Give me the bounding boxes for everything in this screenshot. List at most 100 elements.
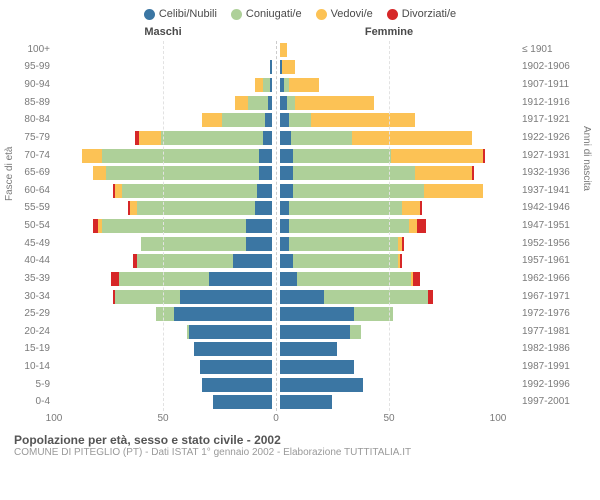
pyramid-row [54, 200, 518, 218]
segment-celibi [213, 395, 272, 409]
segment-coniugati [293, 184, 424, 198]
segment-coniugati [137, 254, 233, 268]
x-tick: 0 [273, 413, 279, 424]
segment-vedovi [280, 43, 287, 57]
segment-celibi [200, 360, 272, 374]
segment-celibi [280, 149, 293, 163]
segment-celibi [280, 254, 293, 268]
segment-coniugati [354, 307, 393, 321]
segment-vedovi [289, 78, 320, 92]
segment-vedovi [235, 96, 248, 110]
segment-vedovi [202, 113, 222, 127]
segment-celibi [257, 184, 272, 198]
segment-vedovi [311, 113, 416, 127]
legend-label: Divorziati/e [402, 8, 456, 20]
birth-year-label: 1977-1981 [522, 323, 570, 341]
segment-coniugati [297, 272, 410, 286]
segment-celibi [280, 166, 293, 180]
birth-year-label: 1907-1911 [522, 76, 569, 94]
segment-coniugati [248, 96, 268, 110]
pyramid-row [54, 305, 518, 323]
birth-year-label: 1932-1936 [522, 164, 570, 182]
pyramid-row [54, 288, 518, 306]
x-tick: 100 [490, 413, 507, 424]
legend-label: Celibi/Nubili [159, 8, 217, 20]
gridline [389, 41, 390, 411]
segment-celibi [280, 290, 324, 304]
segment-celibi [280, 219, 289, 233]
segment-coniugati [102, 149, 259, 163]
pyramid-row [54, 164, 518, 182]
segment-celibi [280, 237, 289, 251]
pyramid-row [54, 341, 518, 359]
birth-year-label: 1937-1941 [522, 182, 570, 200]
center-axis-line [276, 41, 277, 411]
segment-celibi [209, 272, 272, 286]
caption-subtitle: COMUNE DI PITEGLIO (PT) - Dati ISTAT 1° … [14, 447, 590, 458]
segment-vedovi [424, 184, 483, 198]
age-label: 70-74 [24, 147, 50, 165]
pyramid-row [54, 235, 518, 253]
birth-year-label: 1997-2001 [522, 394, 570, 412]
segment-coniugati [102, 219, 246, 233]
legend-item: Celibi/Nubili [144, 8, 217, 20]
segment-vedovi [352, 131, 472, 145]
header-male: Maschi [54, 26, 272, 38]
birth-year-label: ≤ 1901 [522, 41, 553, 59]
segment-celibi [259, 149, 272, 163]
age-label: 60-64 [24, 182, 50, 200]
segment-celibi [280, 360, 354, 374]
age-label: 15-19 [24, 341, 50, 359]
age-label: 20-24 [24, 323, 50, 341]
y-axis-left-title: Fasce di età [4, 147, 15, 201]
segment-coniugati [324, 290, 429, 304]
pyramid-row [54, 358, 518, 376]
age-label: 55-59 [24, 200, 50, 218]
segment-celibi [233, 254, 272, 268]
gridline [163, 41, 164, 411]
segment-coniugati [141, 237, 246, 251]
segment-coniugati [291, 131, 352, 145]
birth-year-label: 1927-1931 [522, 147, 570, 165]
segment-coniugati [293, 149, 391, 163]
segment-coniugati [222, 113, 266, 127]
legend-swatch [144, 9, 155, 20]
birth-year-label: 1982-1986 [522, 341, 570, 359]
age-label: 50-54 [24, 217, 50, 235]
pyramid-row [54, 182, 518, 200]
pyramid-row [54, 394, 518, 412]
segment-celibi [280, 307, 354, 321]
segment-celibi [270, 78, 272, 92]
segment-celibi [280, 113, 289, 127]
segment-vedovi [282, 60, 295, 74]
x-tick: 100 [46, 413, 63, 424]
header-female: Femmine [280, 26, 498, 38]
y-axis-left-labels: 100+95-9990-9485-8980-8475-7970-7465-696… [10, 41, 54, 411]
birth-year-label: 1942-1946 [522, 200, 570, 218]
birth-year-label: 1917-1921 [522, 112, 570, 130]
caption: Popolazione per età, sesso e stato civil… [10, 433, 590, 458]
birth-year-label: 1987-1991 [522, 358, 570, 376]
legend-swatch [387, 9, 398, 20]
birth-year-label: 1912-1916 [522, 94, 570, 112]
age-label: 0-4 [36, 394, 50, 412]
age-label: 10-14 [24, 358, 50, 376]
legend: Celibi/NubiliConiugati/eVedovi/eDivorzia… [10, 8, 590, 20]
segment-coniugati [289, 237, 398, 251]
legend-item: Coniugati/e [231, 8, 302, 20]
birth-year-label: 1962-1966 [522, 270, 570, 288]
segment-vedovi [295, 96, 373, 110]
segment-divorziati [400, 254, 402, 268]
caption-title: Popolazione per età, sesso e stato civil… [14, 433, 590, 447]
segment-coniugati [293, 254, 398, 268]
segment-celibi [202, 378, 272, 392]
x-tick: 50 [157, 413, 168, 424]
column-headers: Maschi Femmine [10, 26, 590, 38]
segment-divorziati [420, 201, 422, 215]
pyramid-row [54, 270, 518, 288]
age-label: 85-89 [24, 94, 50, 112]
age-label: 75-79 [24, 129, 50, 147]
segment-coniugati [122, 184, 257, 198]
legend-label: Coniugati/e [246, 8, 302, 20]
legend-item: Divorziati/e [387, 8, 456, 20]
